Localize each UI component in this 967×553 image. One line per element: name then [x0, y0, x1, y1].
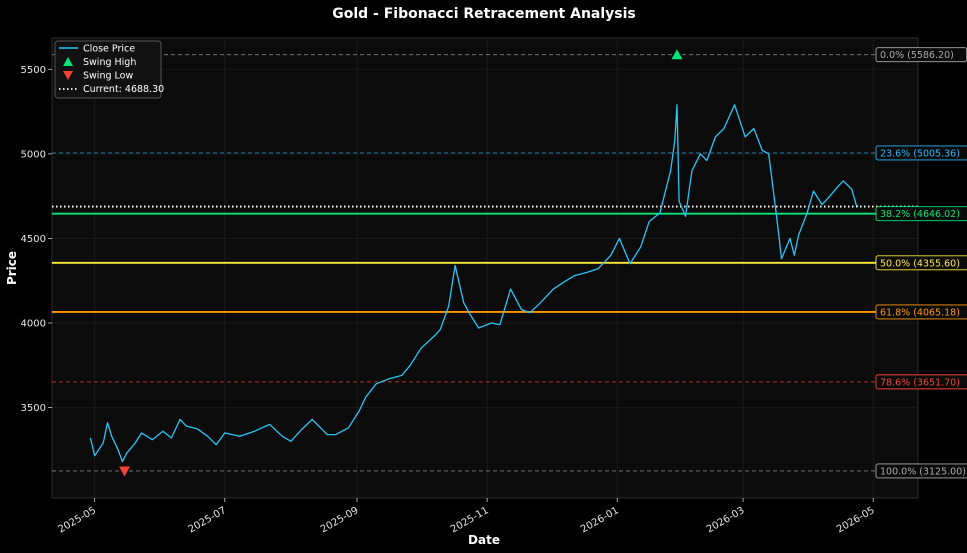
fib-label-box [875, 463, 967, 479]
grid [52, 38, 918, 498]
y-tick-label: 4000 [21, 318, 46, 329]
swing-low-marker [119, 466, 131, 477]
legend-swing-high-label: Swing High [83, 57, 136, 68]
fib-label-text: 23.6% (5005.36) [880, 148, 960, 159]
legend-box [54, 40, 162, 99]
fib-label-text: 61.8% (4065.18) [880, 307, 960, 318]
fib-level-label: 61.8% (4065.18) [875, 304, 967, 320]
fib-label-text: 100.0% (3125.00) [880, 466, 966, 477]
legend-swing-low-icon [63, 71, 73, 80]
y-tick-label: 4500 [21, 234, 46, 245]
fib-level-label: 100.0% (3125.00) [875, 463, 967, 479]
swing-high-marker [671, 49, 683, 60]
fib-label-box [875, 145, 967, 161]
fib-label-box [875, 304, 967, 320]
fib-label-text: 38.2% (4646.02) [880, 209, 960, 220]
legend-swing-high-icon [63, 57, 73, 66]
legend-close-label: Close Price [83, 44, 135, 55]
fib-label-text: 78.6% (3651.70) [880, 377, 960, 388]
series-layer [89, 104, 859, 463]
legend-current-label: Current: 4688.30 [83, 84, 164, 95]
fib-label-text: 50.0% (4355.60) [880, 258, 960, 269]
fib-level-label: 38.2% (4646.02) [875, 206, 967, 222]
fib-level-label: 23.6% (5005.36) [875, 145, 967, 161]
y-tick-label: 5500 [21, 65, 46, 76]
y-tick-label: 5000 [21, 149, 46, 160]
fibonacci-labels: 0.0% (5586.20) 23.6% (5005.36) 38.2% (4646… [875, 47, 967, 479]
close-price-line [89, 104, 859, 463]
legend: Close Price Swing High Swing Low Current… [54, 40, 164, 99]
plot-area [51, 37, 919, 499]
y-tick-label: 3500 [21, 403, 46, 414]
swing-markers [119, 49, 683, 477]
fib-label-box [875, 206, 967, 222]
fib-level-label: 78.6% (3651.70) [875, 374, 967, 390]
fib-level-label: 0.0% (5586.20) [875, 47, 967, 63]
chart-title: Gold - Fibonacci Retracement Analysis [332, 6, 636, 22]
fib-level-label: 50.0% (4355.60) [875, 255, 967, 271]
fib-label-box [875, 255, 967, 271]
fib-label-text: 0.0% (5586.20) [880, 50, 954, 61]
x-axis-title: Date [468, 533, 500, 547]
legend-swing-low-label: Swing Low [83, 71, 133, 82]
y-axis-title: Price [5, 251, 19, 285]
fibonacci-levels [52, 54, 918, 472]
fib-label-box [875, 374, 967, 390]
